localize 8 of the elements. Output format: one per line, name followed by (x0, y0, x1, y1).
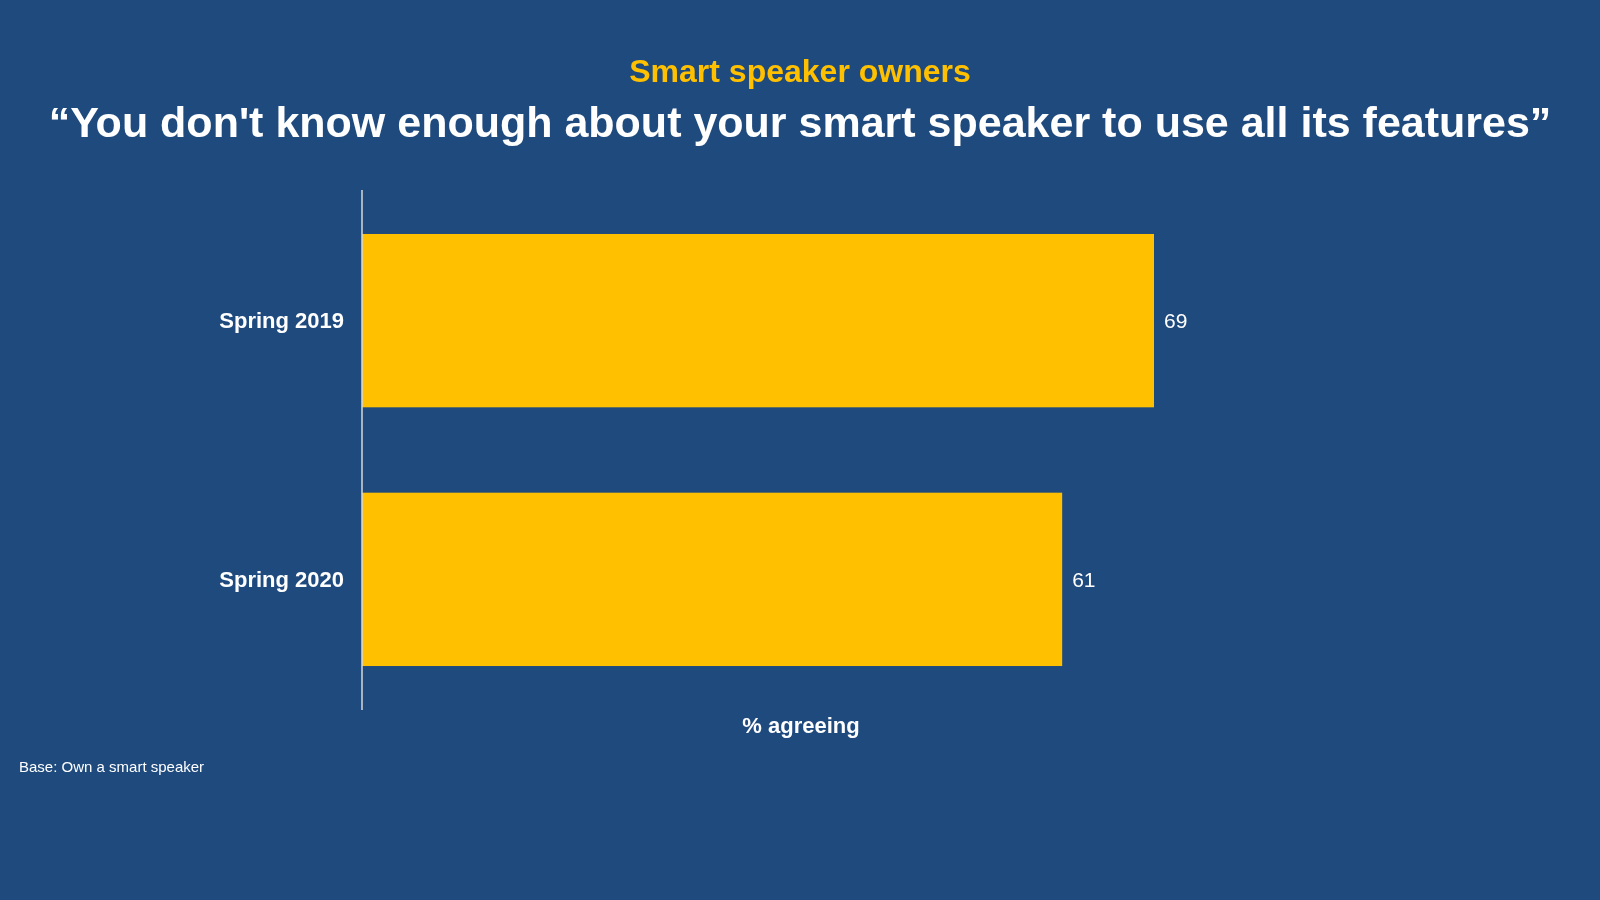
data-label: 69 (1164, 309, 1188, 332)
chart-subtitle: Smart speaker owners (629, 53, 971, 89)
text: Base: Own a smart speaker (19, 758, 205, 775)
chart-title: “You don't know enough about your smart speaker to use all its features” (48, 98, 1552, 146)
y-tick-label: Spring 2020 (219, 567, 344, 593)
data-label: 61 (1072, 567, 1096, 591)
y-tick-label: Spring 2019 (219, 308, 344, 334)
x-axis-title: % agreeing (742, 713, 860, 738)
